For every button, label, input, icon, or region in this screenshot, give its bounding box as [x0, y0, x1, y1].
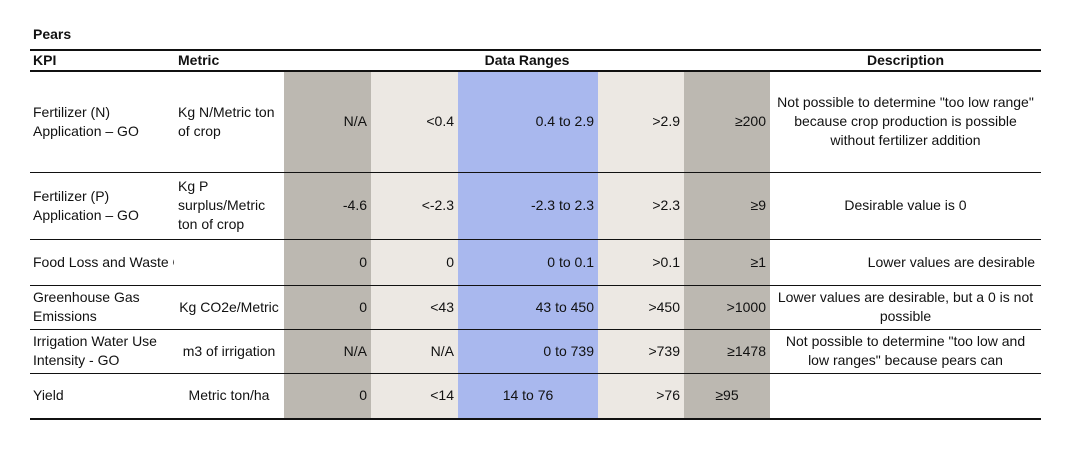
- header-kpi: KPI: [30, 49, 174, 72]
- range-cell-1: N/A: [284, 329, 371, 374]
- table-row: Irrigation Water Use Intensity - GO m3 o…: [30, 329, 1041, 374]
- range-cell-3: 0 to 739: [458, 329, 598, 374]
- kpi-cell: Greenhouse Gas Emissions: [30, 285, 174, 330]
- metric-cell: Metric ton/ha: [174, 373, 284, 420]
- kpi-cell: Yield: [30, 373, 174, 420]
- kpi-cell: Fertilizer (P) Application – GO: [30, 172, 174, 240]
- description-cell: Not possible to determine "too low and l…: [770, 329, 1041, 374]
- table-row: Food Loss and Waste Generation - 0 0 0 t…: [30, 239, 1041, 286]
- range-cell-1: 0: [284, 239, 371, 286]
- range-cell-1: 0: [284, 285, 371, 330]
- table-row: Yield Metric ton/ha 0 <14 14 to 76 >76 ≥…: [30, 373, 1041, 420]
- range-cell-2: <14: [371, 373, 458, 420]
- metric-cell: Kg N/Metric ton of crop: [174, 71, 284, 173]
- range-cell-5: ≥1478: [684, 329, 770, 374]
- range-cell-5: ≥200: [684, 71, 770, 173]
- range-cell-1: 0: [284, 373, 371, 420]
- range-cell-1: N/A: [284, 71, 371, 173]
- metric-cell: [174, 239, 284, 286]
- range-cell-5: ≥9: [684, 172, 770, 240]
- metric-cell: Kg P surplus/Metric ton of crop: [174, 172, 284, 240]
- range-cell-2: <0.4: [371, 71, 458, 173]
- range-cell-2: <-2.3: [371, 172, 458, 240]
- range-cell-3: 43 to 450: [458, 285, 598, 330]
- kpi-cell: Fertilizer (N) Application – GO: [30, 71, 174, 173]
- range-cell-4: >450: [598, 285, 684, 330]
- description-cell: Desirable value is 0: [770, 172, 1041, 240]
- metric-cell: Kg CO2e/Metric: [174, 285, 284, 330]
- metric-cell: m3 of irrigation: [174, 329, 284, 374]
- range-cell-4: >2.9: [598, 71, 684, 173]
- range-cell-5: ≥1: [684, 239, 770, 286]
- kpi-cell: Irrigation Water Use Intensity - GO: [30, 329, 174, 374]
- header-data-ranges: Data Ranges: [284, 49, 770, 72]
- range-cell-3: 14 to 76: [458, 373, 598, 420]
- range-cell-3: 0 to 0.1: [458, 239, 598, 286]
- description-cell: [770, 373, 1041, 420]
- range-cell-3: -2.3 to 2.3: [458, 172, 598, 240]
- table-row: Fertilizer (P) Application – GO Kg P sur…: [30, 172, 1041, 240]
- range-cell-4: >76: [598, 373, 684, 420]
- description-cell: Lower values are desirable: [770, 239, 1041, 286]
- description-cell: Lower values are desirable, but a 0 is n…: [770, 285, 1041, 330]
- description-cell: Not possible to determine "too low range…: [770, 71, 1041, 173]
- range-cell-4: >0.1: [598, 239, 684, 286]
- table-title: Pears: [33, 26, 72, 42]
- range-cell-4: >739: [598, 329, 684, 374]
- table-row: Fertilizer (N) Application – GO Kg N/Met…: [30, 71, 1041, 173]
- kpi-cell: Food Loss and Waste Generation -: [30, 239, 174, 286]
- header-description: Description: [770, 49, 1041, 72]
- range-cell-1: -4.6: [284, 172, 371, 240]
- range-cell-5: >1000: [684, 285, 770, 330]
- kpi-table: KPI Metric Data Ranges Description Ferti…: [30, 49, 1041, 420]
- range-cell-3: 0.4 to 2.9: [458, 71, 598, 173]
- range-cell-2: N/A: [371, 329, 458, 374]
- table-row: Greenhouse Gas Emissions Kg CO2e/Metric …: [30, 285, 1041, 330]
- range-cell-2: <43: [371, 285, 458, 330]
- range-cell-4: >2.3: [598, 172, 684, 240]
- header-row: KPI Metric Data Ranges Description: [30, 49, 1041, 72]
- range-cell-5: ≥95: [684, 373, 770, 420]
- range-cell-2: 0: [371, 239, 458, 286]
- header-metric: Metric: [174, 49, 284, 72]
